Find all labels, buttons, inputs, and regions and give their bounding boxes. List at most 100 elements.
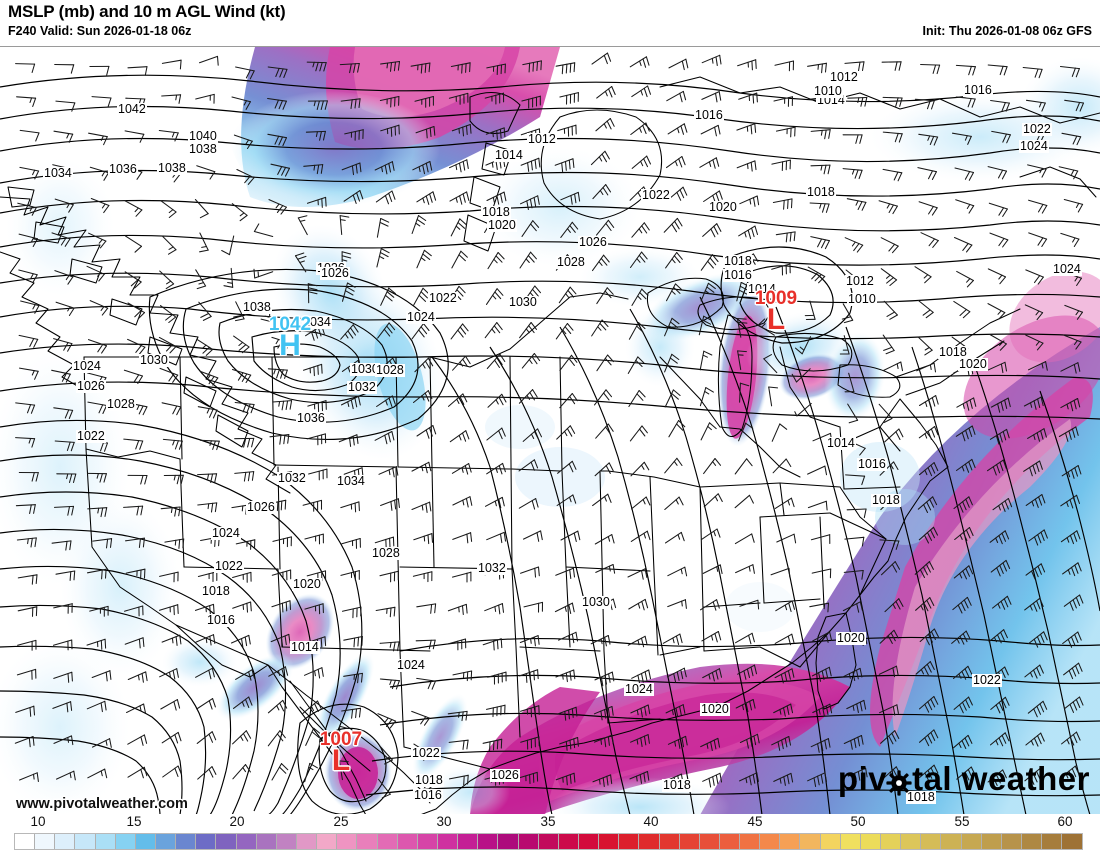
isobar-label: 1020 bbox=[708, 200, 738, 214]
gear-icon bbox=[886, 766, 912, 796]
colorbar-swatches bbox=[14, 833, 1084, 850]
isobar-label: 1022 bbox=[972, 673, 1002, 687]
isobar-label: 1016 bbox=[694, 108, 724, 122]
isobar-label: 1018 bbox=[938, 345, 968, 359]
isobar-label: 1020 bbox=[700, 702, 730, 716]
colorbar-swatch bbox=[901, 834, 922, 849]
isobar-label: 1026 bbox=[76, 379, 106, 393]
isobar-label: 1022 bbox=[641, 188, 671, 202]
isobar-label: 1036 bbox=[108, 162, 138, 176]
colorbar-swatch bbox=[437, 834, 459, 849]
isobar-label: 1032 bbox=[277, 471, 307, 485]
watermark-text-post: tal weather bbox=[912, 760, 1090, 797]
colorbar-swatch bbox=[840, 834, 861, 849]
colorbar-swatch bbox=[820, 834, 841, 849]
colorbar-tick: 15 bbox=[126, 814, 142, 829]
pressure-center-layer: 1042 H 1009 L 1007 L bbox=[0, 47, 1100, 815]
isobar-label: 1022 bbox=[214, 559, 244, 573]
high-center-1042: 1042 H bbox=[260, 315, 320, 361]
isobar-label: 1026 bbox=[246, 500, 276, 514]
isobar-label: 1024 bbox=[1052, 262, 1082, 276]
isobar-label: 1030 bbox=[581, 595, 611, 609]
colorbar-swatch bbox=[659, 834, 680, 849]
colorbar-swatch bbox=[1022, 834, 1043, 849]
isobar-label: 1020 bbox=[836, 631, 866, 645]
colorbar-tick: 30 bbox=[436, 814, 452, 829]
colorbar-swatch bbox=[317, 834, 338, 849]
colorbar-tick: 10 bbox=[30, 814, 46, 829]
isobar-label: 1016 bbox=[857, 457, 887, 471]
isobar-label-layer: 1042104010381036103810341026102210241034… bbox=[0, 47, 1100, 815]
colorbar-tick: 50 bbox=[850, 814, 866, 829]
isobar-label: 1026 bbox=[490, 768, 520, 782]
colorbar-tick: 45 bbox=[747, 814, 763, 829]
colorbar-tick: 25 bbox=[333, 814, 349, 829]
colorbar-swatch bbox=[176, 834, 197, 849]
colorbar-swatch bbox=[35, 834, 56, 849]
isobar-label: 1024 bbox=[396, 658, 426, 672]
colorbar-swatch bbox=[800, 834, 821, 849]
isobar-label: 1026 bbox=[320, 266, 350, 280]
colorbar-swatch bbox=[478, 834, 499, 849]
colorbar-swatch bbox=[699, 834, 720, 849]
colorbar-swatch bbox=[639, 834, 660, 849]
colorbar-swatch bbox=[780, 834, 801, 849]
isobar-label: 1020 bbox=[292, 577, 322, 591]
colorbar-swatch bbox=[95, 834, 116, 849]
colorbar-swatch bbox=[337, 834, 358, 849]
colorbar-swatch bbox=[216, 834, 237, 849]
colorbar-swatch bbox=[1001, 834, 1023, 849]
pivotal-weather-watermark: piv bbox=[838, 760, 1090, 798]
colorbar-tick: 35 bbox=[540, 814, 556, 829]
colorbar-swatch bbox=[558, 834, 579, 849]
isobar-label: 1028 bbox=[556, 255, 586, 269]
isobar-label: 1010 bbox=[847, 292, 877, 306]
wind-speed-colorbar[interactable]: 10 15 20 25 30 35 40 45 50 55 60 bbox=[0, 814, 1100, 850]
valid-time-label: F240 Valid: Sun 2026-01-18 06z bbox=[8, 24, 192, 38]
isobar-label: 1030 bbox=[350, 362, 380, 376]
isobar-label: 1026 bbox=[578, 235, 608, 249]
colorbar-swatch bbox=[236, 834, 257, 849]
isobar-label: 1036 bbox=[296, 411, 326, 425]
isobar-contours bbox=[0, 74, 1100, 815]
isobar-label: 1020 bbox=[487, 218, 517, 232]
isobar-label: 1030 bbox=[508, 295, 538, 309]
isobar-label: 1016 bbox=[413, 788, 443, 802]
isobar-label: 1018 bbox=[806, 185, 836, 199]
colorbar-tick: 55 bbox=[954, 814, 970, 829]
colorbar-swatch bbox=[981, 834, 1002, 849]
page-title: MSLP (mb) and 10 m AGL Wind (kt) bbox=[8, 2, 286, 21]
colorbar-swatch bbox=[619, 834, 640, 849]
isobar-label: 1018 bbox=[481, 205, 511, 219]
low-center-1009: 1009 L bbox=[746, 289, 806, 335]
colorbar-tick: 60 bbox=[1057, 814, 1073, 829]
isobar-label: 1034 bbox=[302, 315, 332, 329]
map-canvas[interactable]: 1042104010381036103810341026102210241034… bbox=[0, 46, 1100, 815]
colorbar-swatch bbox=[578, 834, 600, 849]
isobar-label: 1024 bbox=[406, 310, 436, 324]
colorbar-swatch bbox=[941, 834, 962, 849]
colorbar-tick: 20 bbox=[229, 814, 245, 829]
site-url-label: www.pivotalweather.com bbox=[16, 796, 188, 812]
colorbar-swatch bbox=[115, 834, 136, 849]
colorbar-swatch bbox=[860, 834, 882, 849]
pressure-value: 1007 bbox=[319, 729, 363, 750]
colorbar-swatch bbox=[679, 834, 700, 849]
colorbar-swatch bbox=[1042, 834, 1063, 849]
pressure-letter: L bbox=[766, 303, 786, 336]
colorbar-swatch bbox=[458, 834, 479, 849]
colorbar-swatch bbox=[921, 834, 942, 849]
colorbar-swatch bbox=[296, 834, 318, 849]
isobar-label: 1024 bbox=[211, 526, 241, 540]
colorbar-swatch bbox=[740, 834, 761, 849]
isobar-label: 1024 bbox=[1019, 139, 1049, 153]
pressure-letter: L bbox=[331, 744, 351, 777]
colorbar-swatch bbox=[135, 834, 156, 849]
isobar-label: 1012 bbox=[829, 70, 859, 84]
isobar-label: 1018 bbox=[414, 773, 444, 787]
isobar-label: 1016 bbox=[206, 613, 236, 627]
colorbar-swatch bbox=[377, 834, 398, 849]
isobar-label: 1024 bbox=[72, 359, 102, 373]
colorbar-swatch bbox=[196, 834, 217, 849]
